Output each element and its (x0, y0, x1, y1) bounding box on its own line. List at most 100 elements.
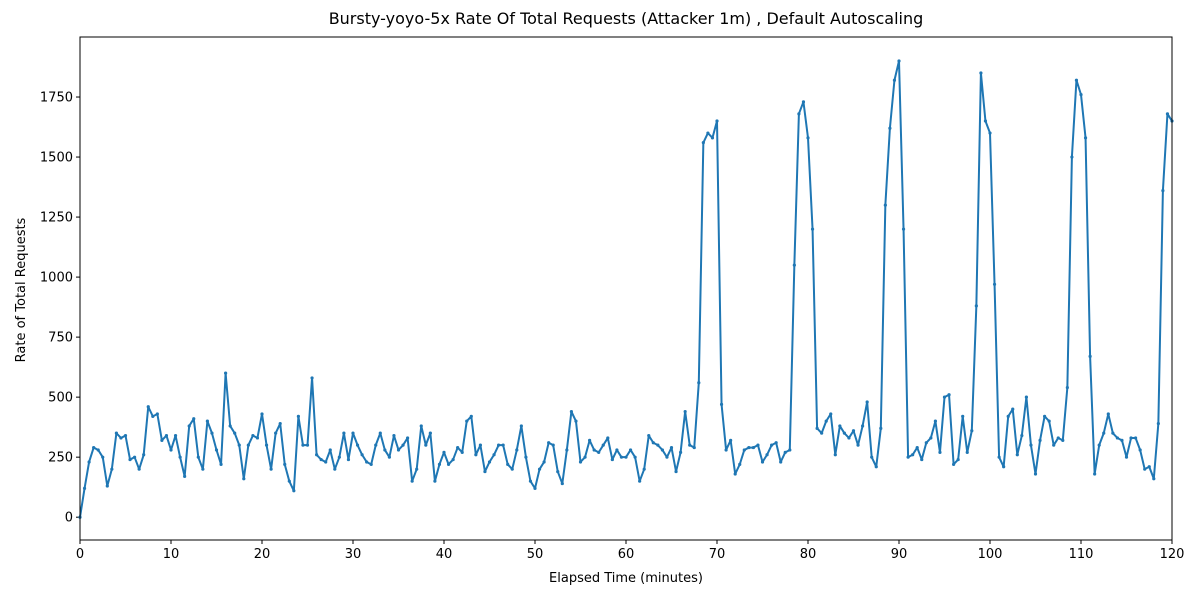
data-point (123, 433, 128, 438)
data-point (196, 455, 200, 459)
data-point (651, 441, 655, 445)
data-point (565, 448, 569, 452)
data-point (1106, 412, 1110, 416)
data-point (283, 462, 287, 466)
data-point (506, 462, 510, 466)
data-point (460, 450, 464, 454)
data-point (1161, 189, 1165, 193)
data-point (428, 431, 432, 435)
data-point (642, 467, 646, 471)
data-point (1006, 414, 1010, 418)
data-point (1033, 472, 1038, 476)
data-point (160, 438, 164, 442)
data-point (1047, 419, 1051, 423)
data-point (1152, 477, 1156, 481)
data-point (128, 457, 132, 462)
y-tick-label: 0 (65, 511, 73, 526)
data-point (192, 417, 196, 421)
data-point (424, 443, 428, 447)
data-point (847, 436, 851, 440)
data-point (647, 433, 651, 438)
data-point (901, 227, 906, 231)
x-tick-label: 40 (436, 547, 453, 562)
data-point (1093, 472, 1097, 476)
data-point (228, 424, 232, 428)
data-point (756, 443, 760, 447)
data-point (260, 412, 264, 416)
data-point (342, 431, 346, 435)
data-point (173, 433, 178, 438)
data-point (942, 395, 947, 399)
data-point (1124, 455, 1129, 459)
data-point (729, 438, 733, 442)
data-point (983, 119, 988, 123)
data-point (674, 469, 678, 474)
data-point (1056, 436, 1060, 440)
data-point (783, 450, 787, 454)
data-point (142, 453, 146, 457)
data-point (915, 445, 919, 450)
x-tick-label: 70 (709, 547, 726, 562)
data-point (792, 263, 796, 267)
data-point (1074, 78, 1079, 82)
data-point (360, 453, 364, 457)
data-point (874, 465, 878, 469)
data-point (169, 448, 173, 452)
data-point (1065, 385, 1069, 390)
data-point (1002, 465, 1006, 469)
data-point (710, 136, 715, 140)
data-point (665, 455, 669, 459)
data-point (456, 445, 460, 450)
data-point (992, 282, 997, 286)
data-point (829, 412, 833, 416)
data-point (788, 448, 792, 452)
data-point (547, 441, 551, 445)
data-point (324, 460, 328, 464)
data-point (133, 455, 137, 459)
data-point (747, 445, 751, 450)
data-point (551, 443, 555, 447)
data-point (760, 460, 765, 464)
data-point (1020, 433, 1024, 438)
y-tick-label: 250 (48, 451, 73, 466)
data-point (742, 448, 746, 452)
data-point (369, 462, 373, 466)
data-point (738, 462, 742, 466)
data-point (328, 448, 332, 452)
data-point (697, 381, 701, 385)
data-point (1134, 436, 1138, 440)
data-point (638, 479, 642, 483)
data-point (446, 462, 451, 466)
data-point (733, 472, 737, 476)
data-point (838, 424, 842, 428)
data-point (701, 141, 705, 145)
data-point (164, 433, 169, 438)
data-point (1088, 354, 1092, 358)
data-point (296, 414, 300, 418)
data-point (219, 462, 223, 466)
data-point (1079, 93, 1083, 97)
data-point (92, 445, 96, 450)
x-axis-label: Elapsed Time (minutes) (549, 571, 703, 586)
data-point (1052, 443, 1056, 447)
data-point (938, 450, 942, 454)
data-point (1083, 136, 1088, 140)
x-tick-label: 30 (345, 547, 362, 562)
data-point (997, 455, 1001, 459)
data-point (497, 443, 501, 447)
data-point (1147, 465, 1151, 469)
data-point (319, 457, 323, 462)
data-point (624, 455, 628, 459)
data-point (692, 445, 696, 450)
data-point (1024, 395, 1028, 399)
data-point (1043, 414, 1047, 418)
x-tick-label: 100 (978, 547, 1003, 562)
data-point (524, 455, 528, 459)
data-point (310, 376, 314, 380)
data-point (374, 443, 378, 447)
data-point (410, 479, 414, 483)
data-point (355, 443, 360, 447)
data-point (870, 455, 874, 459)
data-point (842, 431, 847, 435)
